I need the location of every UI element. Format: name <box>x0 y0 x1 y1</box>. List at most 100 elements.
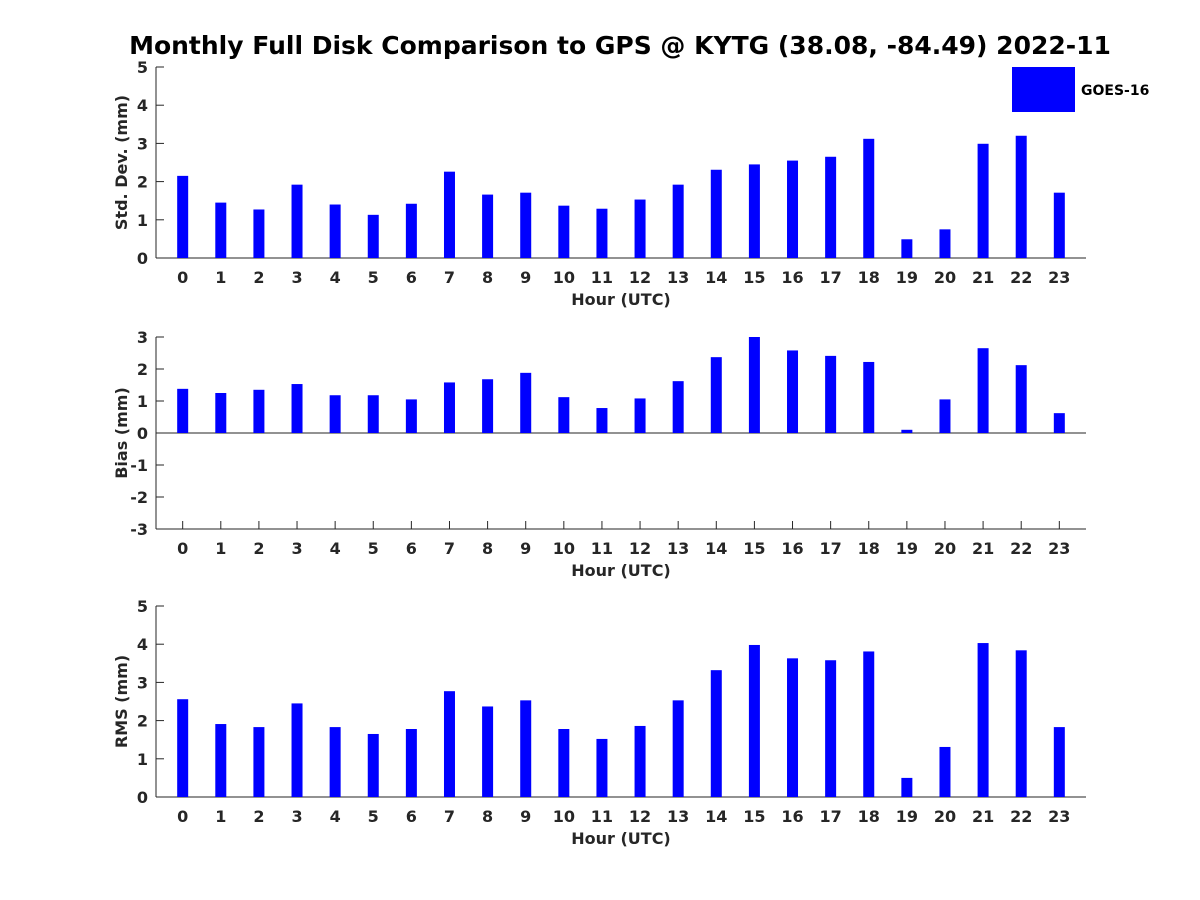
bar-rms-hour-17 <box>825 660 837 797</box>
x-tick-label: 5 <box>368 268 379 287</box>
x-tick-label: 3 <box>291 807 302 826</box>
x-tick-label: 13 <box>667 807 689 826</box>
x-tick-label: 0 <box>177 807 188 826</box>
x-tick-label: 15 <box>743 268 765 287</box>
x-tick-label: 22 <box>1010 539 1032 558</box>
x-tick-label: 6 <box>406 807 417 826</box>
x-tick-label: 9 <box>520 539 531 558</box>
y-axis-label: Std. Dev. (mm) <box>112 95 131 230</box>
bar-rms-hour-18 <box>863 651 875 797</box>
bar-bias-hour-19 <box>901 429 913 433</box>
y-tick-label: 1 <box>137 750 148 769</box>
bar-rms-hour-22 <box>1015 650 1027 797</box>
x-tick-label: 16 <box>781 539 803 558</box>
bar-std-hour-6 <box>405 203 417 258</box>
x-tick-label: 7 <box>444 268 455 287</box>
x-tick-label: 2 <box>253 268 264 287</box>
bar-std-hour-14 <box>710 169 722 258</box>
x-tick-label: 8 <box>482 807 493 826</box>
bar-std-hour-10 <box>558 205 570 258</box>
x-tick-label: 21 <box>972 807 994 826</box>
bar-rms-hour-15 <box>748 644 760 797</box>
x-tick-label: 17 <box>819 539 841 558</box>
bar-bias-hour-18 <box>863 361 875 433</box>
bar-std-hour-1 <box>215 202 227 258</box>
x-tick-label: 22 <box>1010 807 1032 826</box>
x-tick-label: 16 <box>781 807 803 826</box>
bar-rms-hour-1 <box>215 724 227 797</box>
x-tick-label: 4 <box>330 807 341 826</box>
bar-rms-hour-23 <box>1053 727 1065 797</box>
bar-rms-hour-19 <box>901 777 913 797</box>
bar-bias-hour-21 <box>977 348 989 433</box>
legend-label: GOES-16 <box>1081 83 1149 99</box>
x-tick-label: 17 <box>819 268 841 287</box>
bar-bias-hour-12 <box>634 398 646 433</box>
bar-bias-hour-7 <box>443 382 455 433</box>
x-tick-label: 1 <box>215 268 226 287</box>
bar-bias-hour-22 <box>1015 365 1027 433</box>
bar-rms-hour-8 <box>482 706 494 797</box>
x-tick-label: 23 <box>1048 807 1070 826</box>
x-tick-label: 21 <box>972 268 994 287</box>
bar-std-hour-9 <box>520 192 532 258</box>
y-tick-label: 4 <box>137 635 148 654</box>
bar-std-hour-13 <box>672 184 684 258</box>
bar-rms-hour-20 <box>939 746 951 797</box>
bar-bias-hour-1 <box>215 393 227 433</box>
y-tick-label: 3 <box>137 328 148 347</box>
y-tick-label: 4 <box>137 96 148 115</box>
x-tick-label: 18 <box>858 539 880 558</box>
bar-rms-hour-2 <box>253 727 265 797</box>
x-tick-label: 4 <box>330 539 341 558</box>
bar-bias-hour-15 <box>748 337 760 433</box>
bar-std-hour-2 <box>253 209 265 258</box>
x-tick-label: 20 <box>934 539 956 558</box>
legend-swatch <box>1012 67 1075 112</box>
x-tick-label: 10 <box>553 807 575 826</box>
x-tick-label: 5 <box>368 807 379 826</box>
bar-rms-hour-10 <box>558 729 570 797</box>
bar-bias-hour-17 <box>825 355 837 433</box>
y-tick-label: 3 <box>137 673 148 692</box>
bar-bias-hour-8 <box>482 379 494 433</box>
x-tick-label: 23 <box>1048 268 1070 287</box>
bar-std-hour-15 <box>748 164 760 258</box>
x-tick-label: 13 <box>667 539 689 558</box>
bar-rms-hour-12 <box>634 725 646 797</box>
bar-rms-hour-13 <box>672 700 684 797</box>
x-tick-label: 12 <box>629 807 651 826</box>
bar-bias-hour-11 <box>596 408 608 433</box>
y-tick-label: 2 <box>137 712 148 731</box>
bar-bias-hour-9 <box>520 372 532 433</box>
bar-bias-hour-5 <box>367 395 379 433</box>
bar-std-hour-7 <box>443 171 455 258</box>
bar-rms-hour-11 <box>596 738 608 797</box>
bar-std-hour-23 <box>1053 192 1065 258</box>
y-tick-label: 2 <box>137 360 148 379</box>
x-tick-label: 2 <box>253 539 264 558</box>
x-tick-label: 4 <box>330 268 341 287</box>
bar-std-hour-11 <box>596 208 608 258</box>
x-tick-label: 14 <box>705 539 727 558</box>
bar-std-hour-5 <box>367 214 379 258</box>
bar-rms-hour-9 <box>520 700 532 797</box>
bar-bias-hour-16 <box>787 350 799 433</box>
bar-bias-hour-6 <box>405 399 417 433</box>
y-tick-label: 3 <box>137 134 148 153</box>
x-tick-label: 0 <box>177 268 188 287</box>
bar-std-hour-18 <box>863 138 875 258</box>
x-tick-label: 7 <box>444 539 455 558</box>
x-tick-label: 20 <box>934 268 956 287</box>
x-tick-label: 14 <box>705 807 727 826</box>
bar-bias-hour-10 <box>558 397 570 433</box>
x-tick-label: 1 <box>215 807 226 826</box>
bar-rms-hour-5 <box>367 733 379 797</box>
bar-std-hour-12 <box>634 199 646 258</box>
bar-rms-hour-14 <box>710 670 722 797</box>
x-tick-label: 11 <box>591 268 613 287</box>
x-tick-label: 2 <box>253 807 264 826</box>
y-tick-label: -3 <box>130 520 148 539</box>
